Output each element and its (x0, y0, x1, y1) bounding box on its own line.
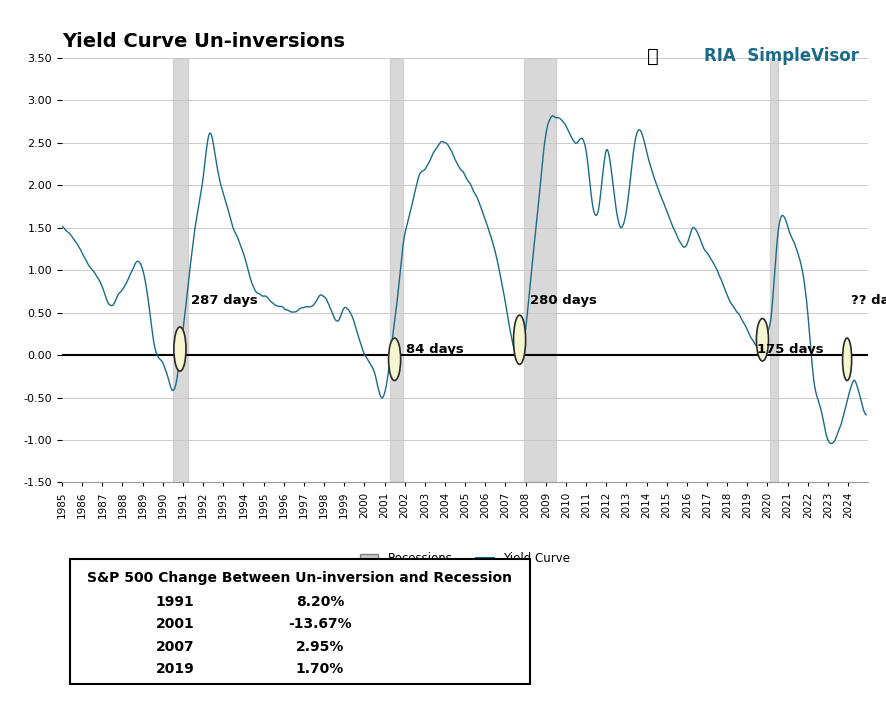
Legend: Recessions, Yield Curve: Recessions, Yield Curve (355, 548, 575, 570)
Text: -13.67%: -13.67% (288, 617, 352, 632)
Bar (390, 58, 402, 482)
Text: 287 days: 287 days (191, 294, 258, 307)
Ellipse shape (174, 327, 186, 371)
Text: 175 days: 175 days (758, 343, 824, 356)
Text: 🦅: 🦅 (647, 47, 658, 66)
Text: ?? days: ?? days (851, 294, 886, 307)
Text: 8.20%: 8.20% (296, 596, 344, 609)
Bar (524, 58, 556, 482)
Ellipse shape (514, 315, 525, 364)
Bar (770, 58, 778, 482)
Text: 1991: 1991 (156, 596, 194, 609)
Text: 2.95%: 2.95% (296, 640, 344, 654)
Text: 2019: 2019 (156, 662, 194, 676)
Ellipse shape (389, 338, 400, 381)
Text: S&P 500 Change Between Un-inversion and Recession: S&P 500 Change Between Un-inversion and … (88, 571, 512, 585)
Text: RIA  SimpleVisor: RIA SimpleVisor (704, 47, 859, 65)
Text: 2001: 2001 (156, 617, 194, 632)
FancyBboxPatch shape (70, 559, 530, 684)
Text: 2007: 2007 (156, 640, 194, 654)
Text: 280 days: 280 days (530, 294, 596, 307)
Text: 1.70%: 1.70% (296, 662, 344, 676)
Ellipse shape (843, 338, 851, 381)
Bar (173, 58, 188, 482)
Text: 84 days: 84 days (406, 343, 463, 356)
Ellipse shape (757, 319, 768, 361)
Text: Yield Curve Un-inversions: Yield Curve Un-inversions (62, 32, 345, 50)
